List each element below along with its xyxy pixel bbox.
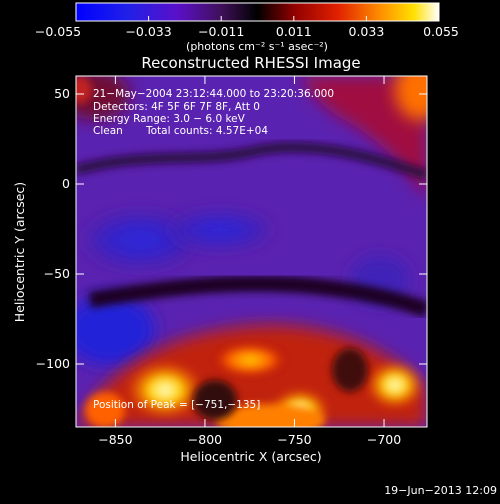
annotation-energy: Energy Range: 3.0 − 6.0 keV [93, 113, 246, 125]
y-tick-label: 0 [62, 176, 70, 191]
colorbar-tick-label: 0.055 [423, 24, 459, 39]
colorbar-ticks: −0.055 −0.033 −0.011 0.011 0.033 0.055 [35, 16, 459, 39]
y-axis-label: Heliocentric Y (arcsec) [12, 182, 27, 322]
colorbar-frame [75, 2, 440, 22]
footer-date: 19−Jun−2013 12:09 [384, 484, 497, 497]
x-tick-label: −800 [188, 432, 222, 447]
x-axis-ticks: −850 −800 −750 −700 [98, 76, 401, 447]
annotation-method: Clean [93, 125, 123, 137]
annotation-detectors: Detectors: 4F 5F 6F 7F 8F, Att 0 [93, 101, 260, 113]
heatmap-image [76, 76, 427, 427]
annotation-total-counts: Total counts: 4.57E+04 [145, 125, 268, 137]
x-tick-label: −850 [98, 432, 132, 447]
plot-frame [75, 75, 428, 428]
annotation-peak: Position of Peak = [−751,−135] [93, 399, 260, 411]
colorbar-tick-label: 0.033 [349, 24, 385, 39]
colorbar-tick-label: 0.011 [276, 24, 312, 39]
colorbar-unit-label: (photons cm⁻² s⁻¹ asec⁻²) [186, 40, 328, 53]
colorbar-tick-label: −0.011 [198, 24, 244, 39]
y-axis-ticks: 50 0 −50 −100 [36, 86, 427, 371]
colorbar [76, 3, 439, 21]
y-tick-label: 50 [54, 86, 70, 101]
x-tick-label: −750 [277, 432, 311, 447]
x-tick-label: −700 [367, 432, 401, 447]
colorbar-tick-label: −0.055 [35, 24, 81, 39]
colorbar-tick-label: −0.033 [125, 24, 171, 39]
annotation-time-range: 21−May−2004 23:12:44.000 to 23:20:36.000 [93, 88, 334, 100]
y-tick-label: −50 [44, 266, 70, 281]
y-tick-label: −100 [36, 356, 70, 371]
chart-title: Reconstructed RHESSI Image [141, 54, 360, 72]
x-axis-label: Heliocentric X (arcsec) [180, 449, 321, 464]
